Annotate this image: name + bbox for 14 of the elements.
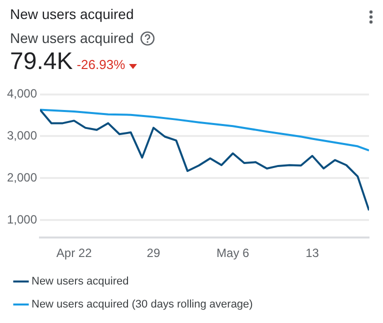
legend-label: New users acquired xyxy=(32,276,129,288)
y-tick-label: 2,000 xyxy=(7,170,38,184)
chart-title: New users acquired xyxy=(10,30,134,46)
y-tick-label: 3,000 xyxy=(7,128,38,143)
x-tick-label: 29 xyxy=(146,246,160,260)
chart-subtitle: New users acquired xyxy=(10,6,135,22)
y-tick-label: 1,000 xyxy=(7,212,38,226)
text: -26.93% xyxy=(76,57,126,72)
x-tick-label: Apr 22 xyxy=(56,246,92,260)
x-tick-label: 13 xyxy=(306,246,320,260)
text: 79.4K xyxy=(10,48,73,76)
y-tick-label: 4,000 xyxy=(7,86,38,101)
legend-label: New users acquired (30 days rolling average) xyxy=(32,298,253,311)
x-tick-label: May 6 xyxy=(216,246,250,260)
